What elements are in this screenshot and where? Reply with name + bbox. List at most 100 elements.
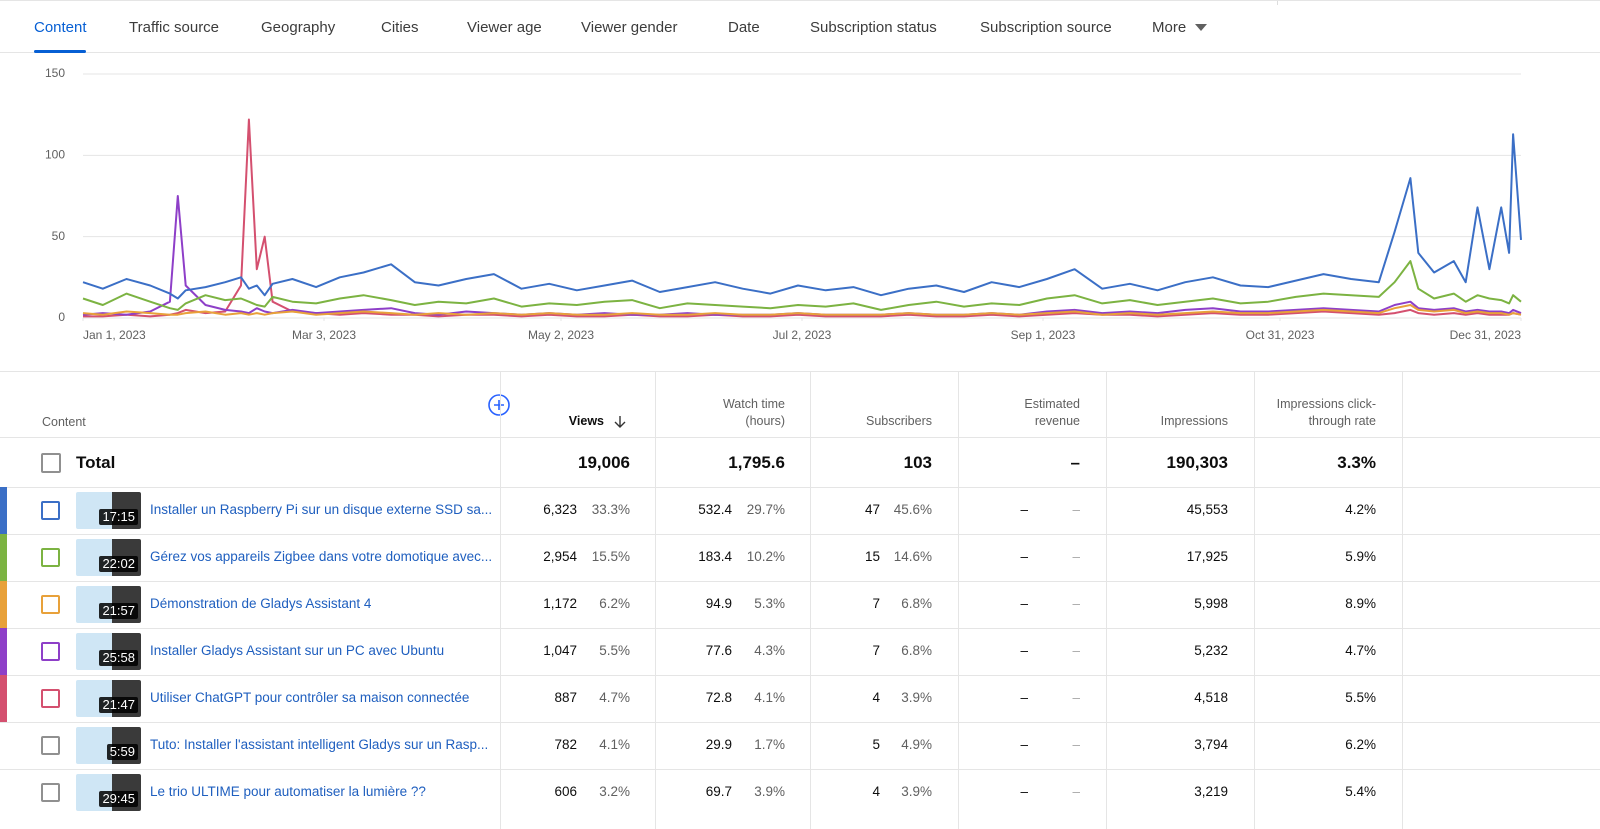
cell-share: – bbox=[1072, 596, 1080, 611]
row-color-stripe bbox=[0, 487, 7, 534]
cell-value: 7 bbox=[872, 596, 880, 611]
cell-value: 1,172 bbox=[543, 596, 577, 611]
cell-value: 183.4 bbox=[698, 549, 732, 564]
cell-share: – bbox=[1072, 737, 1080, 752]
cell-value: 17,925 bbox=[1186, 549, 1228, 564]
more-caret bbox=[1195, 24, 1208, 31]
tab[interactable]: Content bbox=[34, 19, 87, 36]
cell-share: 4.9% bbox=[901, 737, 932, 752]
tab[interactable]: Viewer age bbox=[467, 19, 542, 36]
cell-value: 29.9 bbox=[705, 737, 732, 752]
cell-value: 532.4 bbox=[698, 502, 732, 517]
more-label[interactable]: More bbox=[1152, 19, 1187, 36]
checkbox[interactable] bbox=[41, 595, 60, 614]
column-divider bbox=[655, 372, 656, 829]
cell-value: 7 bbox=[872, 643, 880, 658]
more-tab[interactable]: More bbox=[1152, 19, 1208, 36]
y-tick-label: 50 bbox=[52, 229, 66, 243]
divider bbox=[1277, 1, 1278, 5]
total-value: – bbox=[1070, 453, 1080, 472]
row-color-stripe bbox=[0, 534, 7, 581]
total-value: 3.3% bbox=[1337, 453, 1376, 472]
column-header: Watch time (hours) bbox=[722, 397, 785, 428]
cell-value: 4 bbox=[872, 690, 880, 705]
tab[interactable]: Geography bbox=[261, 19, 336, 36]
row-divider bbox=[0, 371, 1600, 372]
cell-share: 4.3% bbox=[754, 643, 785, 658]
cell-value: 8.9% bbox=[1345, 596, 1376, 611]
series-line bbox=[83, 118, 1522, 318]
video-title[interactable]: Installer Gladys Assistant sur un PC ave… bbox=[150, 643, 445, 658]
column-divider bbox=[810, 372, 811, 829]
tab[interactable]: Date bbox=[728, 19, 760, 36]
cell-share: 14.6% bbox=[893, 549, 932, 564]
video-title[interactable]: Utiliser ChatGPT pour contrôler sa maiso… bbox=[150, 690, 470, 705]
cell-value: 45,553 bbox=[1186, 502, 1228, 517]
cell-share: 6.8% bbox=[901, 643, 932, 658]
row-divider bbox=[0, 437, 1600, 438]
cell-share: 5.3% bbox=[754, 596, 785, 611]
video-title[interactable]: Le trio ULTIME pour automatiser la lumiè… bbox=[150, 784, 426, 799]
cell-value: 782 bbox=[554, 737, 577, 752]
x-tick-label: Jan 1, 2023 bbox=[83, 328, 146, 342]
cell-share: 3.9% bbox=[754, 784, 785, 799]
column-header: Subscribers bbox=[866, 414, 932, 428]
tab[interactable]: Subscription status bbox=[810, 19, 937, 36]
video-title[interactable]: Démonstration de Gladys Assistant 4 bbox=[150, 596, 372, 611]
cell-value: 5.9% bbox=[1345, 549, 1376, 564]
cell-share: – bbox=[1072, 502, 1080, 517]
chart: 0 50 100 150 Jan 1, 2023 Mar 3, 2023 May 2, 20… bbox=[45, 66, 1522, 342]
sort-arrow[interactable] bbox=[613, 415, 627, 429]
cell-share: 3.2% bbox=[599, 784, 630, 799]
thumbnail-duration: 29:45 bbox=[99, 791, 138, 807]
row-divider bbox=[0, 534, 1600, 535]
video-title[interactable]: Gérez vos appareils Zigbee dans votre do… bbox=[150, 549, 493, 564]
cell-share: 4.7% bbox=[599, 690, 630, 705]
video-title[interactable]: Tuto: Installer l'assistant intelligent … bbox=[150, 737, 489, 752]
checkbox[interactable] bbox=[41, 783, 60, 802]
cell-value: 3,219 bbox=[1194, 784, 1228, 799]
checkbox[interactable] bbox=[41, 689, 60, 708]
column-header: Impressions click-through rate bbox=[1276, 397, 1376, 428]
series-line bbox=[82, 133, 1522, 300]
cell-value: – bbox=[1020, 784, 1028, 799]
checkbox[interactable] bbox=[41, 501, 60, 520]
column-divider bbox=[1402, 372, 1403, 829]
series-line bbox=[82, 195, 1522, 316]
checkbox[interactable] bbox=[41, 453, 61, 473]
cell-share: 5.5% bbox=[599, 643, 630, 658]
cell-value: 5,998 bbox=[1194, 596, 1228, 611]
x-tick-label: May 2, 2023 bbox=[528, 328, 594, 342]
cell-share: 4.1% bbox=[754, 690, 785, 705]
thumbnail-duration: 5:59 bbox=[106, 744, 138, 760]
video-title[interactable]: Installer un Raspberry Pi sur un disque … bbox=[150, 502, 493, 517]
row-divider bbox=[0, 628, 1600, 629]
tab[interactable]: Viewer gender bbox=[581, 19, 678, 36]
cell-value: 4,518 bbox=[1194, 690, 1228, 705]
column-header[interactable]: Views bbox=[568, 414, 604, 428]
cell-value: 4.7% bbox=[1345, 643, 1376, 658]
cell-value: 5.5% bbox=[1345, 690, 1376, 705]
column-header: Estimated revenue bbox=[1024, 397, 1080, 428]
cell-value: 94.9 bbox=[705, 596, 732, 611]
cell-value: 15 bbox=[864, 549, 880, 564]
thumbnail-duration: 22:02 bbox=[99, 556, 138, 572]
checkbox[interactable] bbox=[41, 548, 60, 567]
cell-value: 606 bbox=[554, 784, 577, 799]
cell-value: – bbox=[1020, 737, 1028, 752]
tab[interactable]: Traffic source bbox=[129, 19, 220, 36]
cell-value: – bbox=[1020, 643, 1028, 658]
row-color-stripe bbox=[0, 581, 7, 628]
row-color-stripe bbox=[0, 628, 7, 675]
y-tick-label: 100 bbox=[45, 148, 65, 162]
checkbox[interactable] bbox=[41, 736, 60, 755]
cell-share: 29.7% bbox=[746, 502, 785, 517]
cell-share: 3.9% bbox=[901, 690, 932, 705]
x-tick-label: Mar 3, 2023 bbox=[292, 328, 356, 342]
tab[interactable]: Cities bbox=[381, 19, 419, 36]
column-divider bbox=[1106, 372, 1107, 829]
cell-value: 2,954 bbox=[543, 549, 577, 564]
checkbox[interactable] bbox=[41, 642, 60, 661]
add-metric-button[interactable] bbox=[487, 393, 511, 417]
tab[interactable]: Subscription source bbox=[980, 19, 1112, 36]
